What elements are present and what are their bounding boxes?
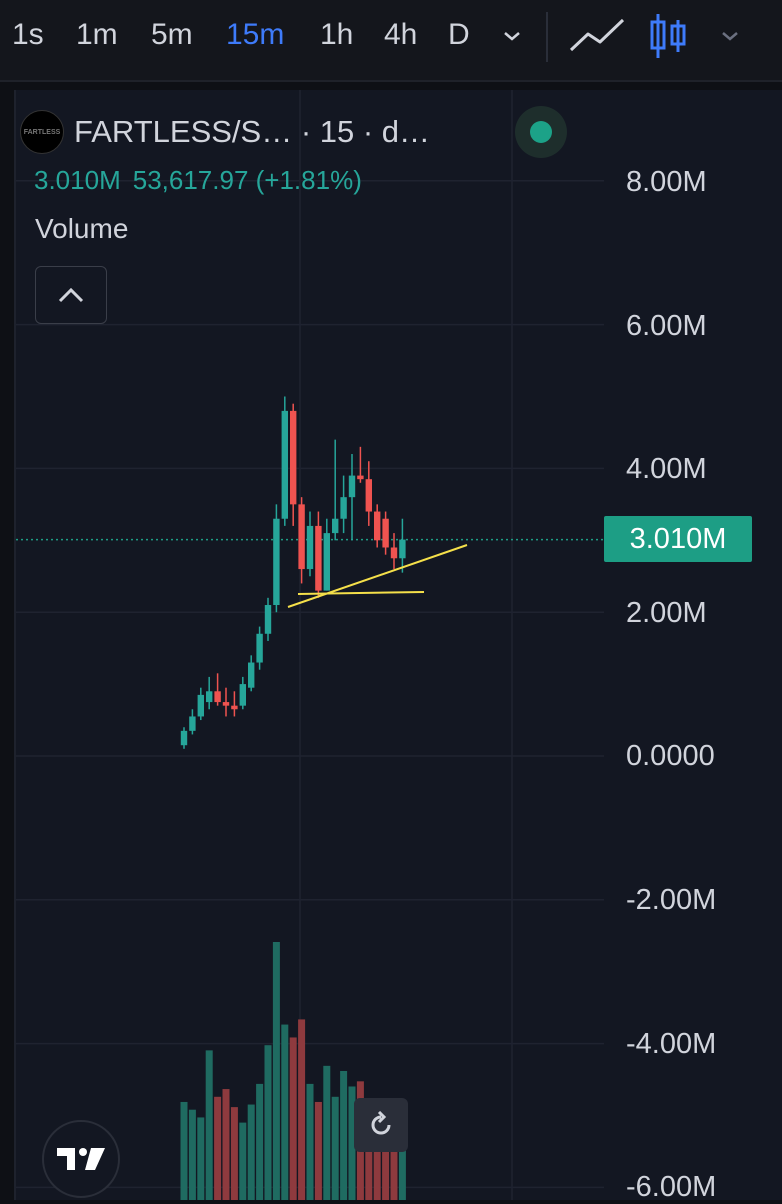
candle-body bbox=[239, 684, 246, 706]
timeframe-1h[interactable]: 1h bbox=[320, 18, 354, 51]
price-axis-label: -6.00M bbox=[626, 1171, 717, 1203]
ohlc-values: 3.010M 53,617.97 (+1.81%) bbox=[34, 165, 374, 196]
volume-bar bbox=[298, 1019, 306, 1200]
candle-body bbox=[382, 518, 389, 548]
candle-body bbox=[231, 705, 238, 710]
volume-bar bbox=[247, 1104, 255, 1200]
volume-bar bbox=[340, 1071, 348, 1200]
volume-bar bbox=[264, 1045, 272, 1200]
candle-body bbox=[357, 475, 364, 480]
volume-bar bbox=[281, 1024, 289, 1200]
toolbar-divider bbox=[546, 12, 548, 62]
candle-body bbox=[315, 525, 322, 591]
chart-panel[interactable] bbox=[14, 90, 782, 1200]
price-axis-label: 0.0000 bbox=[626, 740, 715, 772]
token-logo: FARTLESS bbox=[20, 110, 64, 154]
chevron-down-icon[interactable] bbox=[718, 24, 742, 53]
price-axis-label: -4.00M bbox=[626, 1028, 717, 1060]
candle-body bbox=[374, 511, 381, 541]
top-toolbar: 1s 1m 5m 15m 1h 4h D bbox=[0, 0, 782, 82]
volume-bar bbox=[390, 1138, 398, 1200]
volume-bar bbox=[256, 1083, 264, 1200]
chevron-up-icon bbox=[58, 287, 84, 303]
chevron-down-icon[interactable] bbox=[500, 24, 524, 53]
price-axis-label: 4.00M bbox=[626, 453, 707, 485]
candle-body bbox=[214, 691, 221, 703]
candle-body bbox=[264, 605, 272, 634]
line-chart-icon[interactable] bbox=[568, 16, 626, 61]
candle-body bbox=[306, 525, 314, 570]
volume-bar bbox=[289, 1037, 297, 1200]
price-axis-label: 8.00M bbox=[626, 166, 707, 198]
volume-bar bbox=[348, 1086, 356, 1200]
ascending-trendline bbox=[287, 544, 468, 608]
volume-bar bbox=[180, 1101, 188, 1200]
volume-bar bbox=[382, 1130, 390, 1200]
volume-indicator-label[interactable]: Volume bbox=[35, 213, 129, 244]
price-axis-label: -2.00M bbox=[626, 884, 717, 916]
last-price: 3.010M bbox=[34, 165, 121, 195]
candle-body bbox=[256, 633, 263, 663]
price-change: 53,617.97 (+1.81%) bbox=[132, 165, 362, 195]
candle-body bbox=[197, 694, 204, 717]
timeframe-5m[interactable]: 5m bbox=[151, 18, 193, 51]
volume-bar bbox=[373, 1122, 381, 1200]
candle-body bbox=[390, 547, 398, 559]
volume-bar bbox=[306, 1083, 314, 1200]
candles-icon[interactable] bbox=[648, 12, 688, 65]
volume-bar bbox=[230, 1107, 238, 1200]
candle-body bbox=[180, 730, 188, 746]
volume-bar bbox=[205, 1050, 213, 1200]
timeframe-d[interactable]: D bbox=[448, 18, 470, 51]
symbol-title[interactable]: FARTLESS/S… · 15 · d… bbox=[74, 114, 431, 149]
price-axis-label: 2.00M bbox=[626, 597, 707, 629]
candle-body bbox=[340, 497, 347, 519]
horizontal-trendline bbox=[297, 591, 425, 595]
symbol-legend[interactable]: FARTLESS FARTLESS/S… · 15 · d… bbox=[20, 110, 431, 154]
candle-body bbox=[323, 533, 330, 591]
candle-body bbox=[281, 410, 288, 519]
price-axis-label: 6.00M bbox=[626, 310, 707, 342]
volume-bar bbox=[239, 1122, 247, 1200]
volume-bar bbox=[323, 1065, 331, 1200]
volume-bar bbox=[331, 1096, 339, 1200]
timeframe-1s[interactable]: 1s bbox=[12, 18, 44, 51]
timeframe-4h[interactable]: 4h bbox=[384, 18, 418, 51]
market-status-indicator[interactable] bbox=[515, 106, 567, 158]
candle-body bbox=[298, 504, 305, 570]
side-panel-edge bbox=[0, 90, 12, 1200]
candle-body bbox=[189, 716, 196, 731]
status-dot bbox=[530, 121, 552, 143]
volume-bar bbox=[188, 1109, 196, 1200]
collapse-legend-button[interactable] bbox=[35, 266, 107, 324]
candle-body bbox=[290, 410, 297, 505]
tradingview-icon bbox=[57, 1148, 105, 1170]
candle-body bbox=[332, 518, 339, 534]
candle-body bbox=[222, 702, 230, 706]
refresh-icon bbox=[371, 1111, 391, 1135]
timeframe-15m[interactable]: 15m bbox=[226, 18, 285, 51]
volume-bar bbox=[197, 1117, 205, 1200]
volume-bar bbox=[214, 1096, 222, 1200]
candle-body bbox=[365, 479, 372, 512]
current-price-tag: 3.010M bbox=[604, 516, 752, 562]
reset-chart-button[interactable] bbox=[354, 1098, 408, 1152]
volume-bar bbox=[398, 1148, 406, 1200]
timeframe-1m[interactable]: 1m bbox=[76, 18, 118, 51]
volume-bar bbox=[365, 1109, 373, 1200]
candle-body bbox=[348, 475, 356, 498]
volume-bar bbox=[272, 942, 280, 1200]
tradingview-logo[interactable] bbox=[42, 1120, 120, 1198]
candle-body bbox=[206, 691, 213, 703]
candle-body bbox=[248, 662, 255, 688]
volume-bar bbox=[314, 1101, 322, 1200]
candle-body bbox=[273, 518, 280, 606]
candle-body bbox=[399, 539, 406, 559]
volume-bar bbox=[222, 1089, 230, 1200]
